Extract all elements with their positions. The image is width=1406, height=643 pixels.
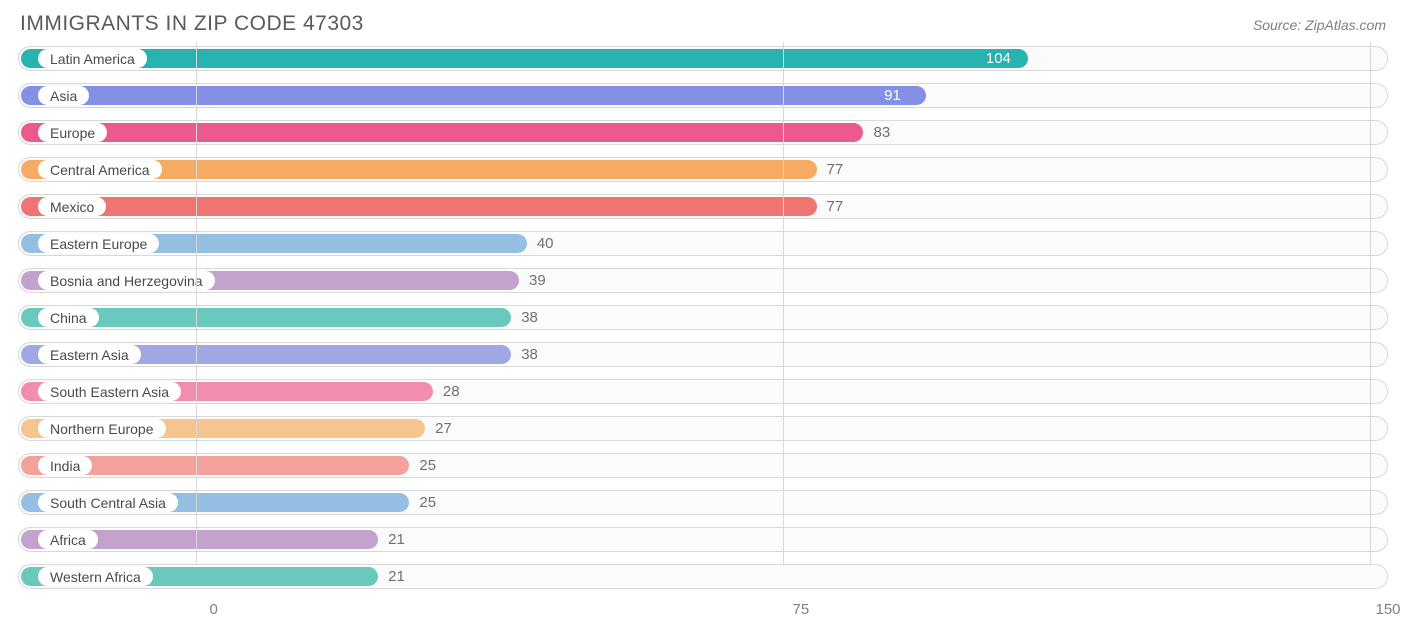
bar xyxy=(21,86,926,105)
bar-row: Mexico 77 xyxy=(18,190,1388,223)
chart-area: Latin America 104 Asia 91 Europe 83 Central Am… xyxy=(0,42,1406,593)
bar-row: Latin America 104 xyxy=(18,42,1388,75)
x-tick: 75 xyxy=(793,601,810,618)
value-label: 27 xyxy=(435,412,452,445)
category-pill: Western Africa xyxy=(38,567,153,586)
category-pill: Northern Europe xyxy=(38,419,166,438)
bar-row: Bosnia and Herzegovina 39 xyxy=(18,264,1388,297)
value-label: 21 xyxy=(388,560,405,593)
value-label: 77 xyxy=(827,153,844,186)
bar-row: Eastern Europe 40 xyxy=(18,227,1388,260)
value-label: 38 xyxy=(521,301,538,334)
bar-row: South Eastern Asia 28 xyxy=(18,375,1388,408)
chart-title: IMMIGRANTS IN ZIP CODE 47303 xyxy=(20,12,364,36)
category-pill: India xyxy=(38,456,92,475)
x-tick: 0 xyxy=(210,601,218,618)
value-label: 38 xyxy=(521,338,538,371)
source-attribution: Source: ZipAtlas.com xyxy=(1253,17,1386,33)
bar xyxy=(21,123,863,142)
category-pill: Africa xyxy=(38,530,98,549)
bar-row: Europe 83 xyxy=(18,116,1388,149)
bar-row: Eastern Asia 38 xyxy=(18,338,1388,371)
value-label: 91 xyxy=(884,79,901,112)
bar-row: Northern Europe 27 xyxy=(18,412,1388,445)
value-label: 28 xyxy=(443,375,460,408)
bar-row: Asia 91 xyxy=(18,79,1388,112)
category-pill: Bosnia and Herzegovina xyxy=(38,271,215,290)
bar-row: South Central Asia 25 xyxy=(18,486,1388,519)
category-pill: Asia xyxy=(38,86,89,105)
value-label: 21 xyxy=(388,523,405,556)
category-pill: Eastern Europe xyxy=(38,234,159,253)
value-label: 83 xyxy=(873,116,890,149)
category-pill: South Eastern Asia xyxy=(38,382,181,401)
value-label: 104 xyxy=(986,42,1011,75)
category-pill: China xyxy=(38,308,99,327)
bar xyxy=(21,197,817,216)
category-pill: South Central Asia xyxy=(38,493,178,512)
x-tick: 150 xyxy=(1375,601,1400,618)
value-label: 25 xyxy=(419,486,436,519)
category-pill: Eastern Asia xyxy=(38,345,141,364)
category-pill: Europe xyxy=(38,123,107,142)
value-label: 77 xyxy=(827,190,844,223)
bar-row: Central America 77 xyxy=(18,153,1388,186)
x-axis: 075150 xyxy=(18,597,1388,623)
value-label: 39 xyxy=(529,264,546,297)
category-pill: Central America xyxy=(38,160,162,179)
category-pill: Mexico xyxy=(38,197,106,216)
bar-row: Western Africa 21 xyxy=(18,560,1388,593)
header: IMMIGRANTS IN ZIP CODE 47303 Source: Zip… xyxy=(0,0,1406,42)
bar xyxy=(21,49,1028,68)
bar-row: Africa 21 xyxy=(18,523,1388,556)
value-label: 25 xyxy=(419,449,436,482)
category-pill: Latin America xyxy=(38,49,147,68)
bar-row: China 38 xyxy=(18,301,1388,334)
value-label: 40 xyxy=(537,227,554,260)
bar-row: India 25 xyxy=(18,449,1388,482)
